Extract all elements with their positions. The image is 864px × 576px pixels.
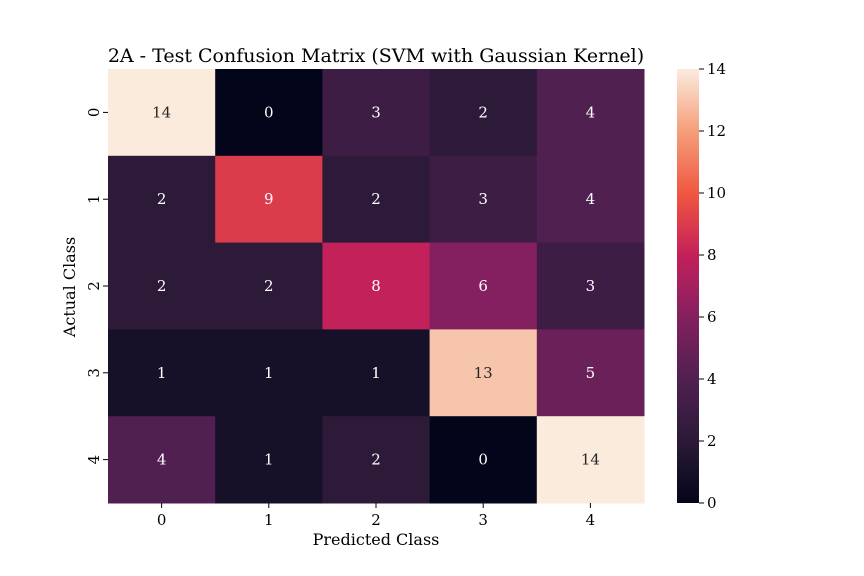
cell-value-1-2: 2: [371, 190, 381, 208]
x-tick-label-0: 0: [157, 511, 167, 529]
heatmap-cell-4-2: [322, 416, 431, 504]
colorbar-tick-label-3: 6: [707, 308, 717, 326]
x-axis-label: Predicted Class: [313, 530, 440, 549]
heatmap-cell-2-1: [215, 242, 323, 330]
colorbar-tick-label-7: 14: [707, 60, 726, 78]
cell-value-0-2: 3: [371, 103, 381, 121]
cell-value-3-0: 1: [157, 364, 167, 382]
colorbar-tick-label-1: 2: [707, 432, 717, 450]
x-tick-label-4: 4: [586, 511, 596, 529]
colorbar-tick-label-5: 10: [707, 184, 726, 202]
cell-value-3-3: 13: [474, 364, 493, 382]
cell-value-1-0: 2: [157, 190, 167, 208]
heatmap-cell-0-2: [322, 69, 431, 157]
heatmap-cell-0-4: [536, 69, 645, 157]
y-tick-label-4: 4: [85, 455, 103, 465]
colorbar-tick-label-6: 12: [707, 122, 726, 140]
heatmap-cell-3-2: [322, 329, 431, 417]
heatmap-cell-0-0: [108, 69, 216, 157]
colorbar-ticks: 0 2 4 6 8 10 12 14: [699, 60, 726, 512]
heatmap-cell-2-4: [536, 242, 645, 330]
cell-value-1-4: 4: [586, 190, 596, 208]
colorbar-tick-label-0: 0: [707, 494, 717, 512]
heatmap-cell-2-3: [429, 242, 538, 330]
heatmap-cell-1-2: [322, 155, 431, 244]
cell-value-4-4: 14: [581, 451, 600, 469]
y-tick-label-0: 0: [85, 108, 103, 118]
y-tick-label-1: 1: [85, 194, 103, 204]
heatmap-cell-4-4: [536, 416, 645, 504]
y-axis-ticks: 0 1 2 3 4: [85, 108, 108, 465]
heatmap-cell-2-0: [108, 242, 216, 330]
heatmap-cell-0-1: [215, 69, 323, 157]
x-tick-label-2: 2: [371, 511, 381, 529]
cell-value-1-1: 9: [264, 190, 274, 208]
colorbar-tick-label-4: 8: [707, 246, 717, 264]
cell-value-2-3: 6: [478, 277, 488, 295]
heatmap-cell-3-0: [108, 329, 216, 417]
cell-value-0-1: 0: [264, 103, 274, 121]
cell-value-1-3: 3: [478, 190, 488, 208]
cell-value-2-4: 3: [586, 277, 596, 295]
heatmap-cell-4-0: [108, 416, 216, 504]
heatmap-grid: 14 0 3 2 4 2 9 2 3 4 2 2 8 6 3 1 1 1 13 5 4 1 2 0 14: [108, 69, 645, 504]
y-tick-label-3: 3: [85, 368, 103, 378]
x-tick-label-3: 3: [478, 511, 488, 529]
cell-value-0-4: 4: [586, 103, 596, 121]
heatmap-cell-3-1: [215, 329, 323, 417]
y-axis-label: Actual Class: [60, 237, 79, 338]
heatmap-cell-1-1: [215, 155, 323, 244]
cell-value-4-2: 2: [371, 451, 381, 469]
x-axis-ticks: 0 1 2 3 4: [157, 503, 595, 529]
heatmap-cell-3-3: [429, 329, 538, 417]
y-tick-label-2: 2: [85, 281, 103, 291]
heatmap-cell-4-3: [429, 416, 538, 504]
colorbar: [677, 69, 699, 503]
heatmap-cell-0-3: [429, 69, 538, 157]
heatmap-cell-1-0: [108, 155, 216, 244]
cell-value-3-2: 1: [371, 364, 381, 382]
cell-value-4-3: 0: [478, 451, 488, 469]
cell-value-3-1: 1: [264, 364, 274, 382]
cell-value-2-2: 8: [371, 277, 381, 295]
cell-value-0-3: 2: [478, 103, 488, 121]
cell-value-4-0: 4: [157, 451, 167, 469]
heatmap-cell-1-3: [429, 155, 538, 244]
cell-value-2-1: 2: [264, 277, 274, 295]
x-tick-label-1: 1: [264, 511, 274, 529]
heatmap-cell-1-4: [536, 155, 645, 244]
heatmap-cell-4-1: [215, 416, 323, 504]
cell-value-3-4: 5: [586, 364, 596, 382]
colorbar-tick-label-2: 4: [707, 370, 717, 388]
chart-title: 2A - Test Confusion Matrix (SVM with Gau…: [108, 45, 644, 67]
cell-value-2-0: 2: [157, 277, 167, 295]
cell-value-4-1: 1: [264, 451, 274, 469]
cell-value-0-0: 14: [152, 103, 171, 121]
heatmap-cell-3-4: [536, 329, 645, 417]
heatmap-cell-2-2: [322, 242, 431, 330]
